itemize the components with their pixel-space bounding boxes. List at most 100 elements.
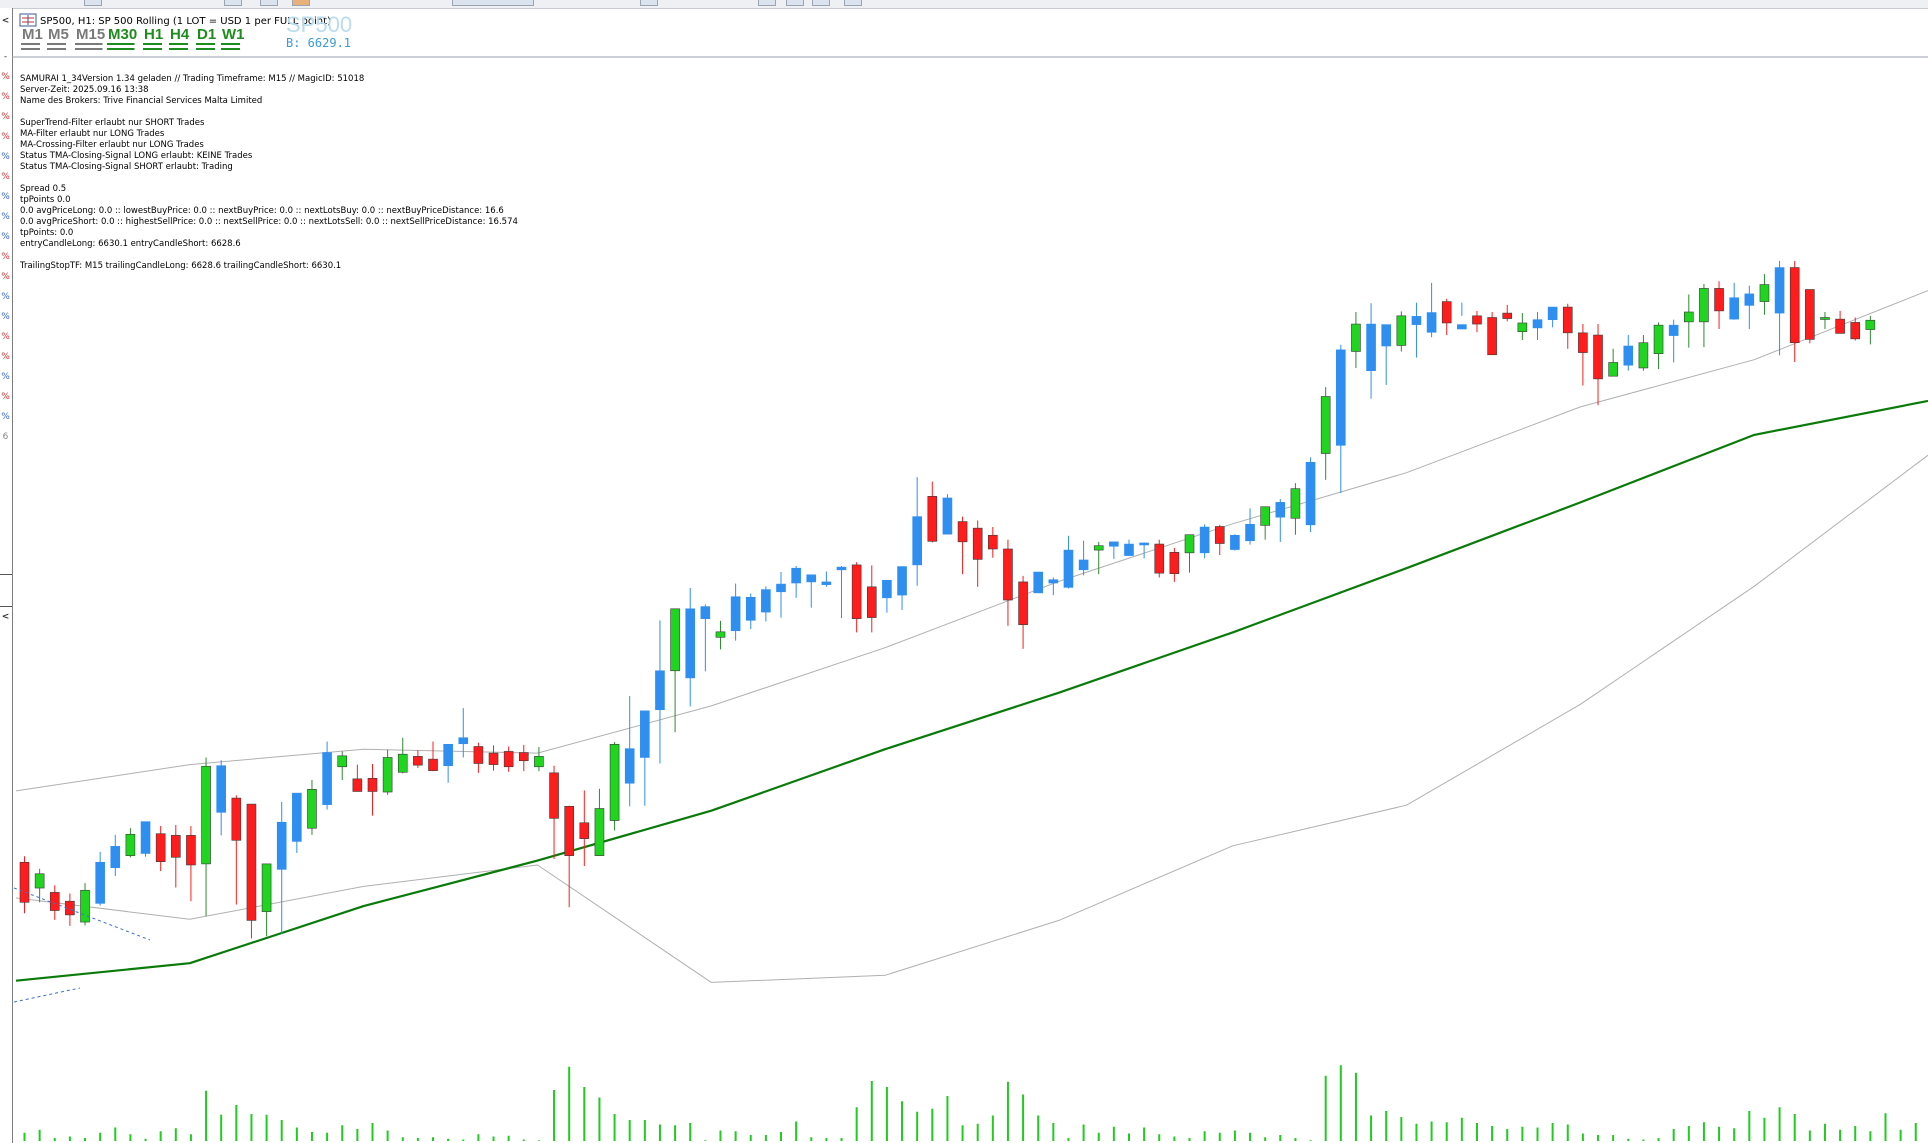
candle-body [307,788,317,829]
market-watch-cell[interactable]: % [1,192,10,202]
market-watch-cell[interactable]: % [1,292,10,302]
timeframe-button-h1[interactable]: H1 [143,26,163,50]
candle-body [1441,301,1452,324]
candle [428,741,438,772]
timeframe-button-m1[interactable]: M1 [21,26,43,50]
candle [836,566,847,619]
market-watch-cell[interactable]: % [1,92,10,102]
timeframe-button-m15[interactable]: M15 [75,26,105,50]
timeframe-button-m30[interactable]: M30 [107,26,137,50]
market-watch-cell[interactable]: 6 [2,432,9,442]
collapse-arrow-icon[interactable]: < [1,612,10,622]
trend-line[interactable] [13,887,151,941]
toolbar-button[interactable] [292,0,310,6]
candle-body [1457,324,1467,330]
candle [443,743,453,783]
market-watch-cell[interactable]: % [1,232,10,242]
candle [594,788,605,856]
candle-body [897,566,907,596]
timeframe-button-h4[interactable]: H4 [169,26,190,50]
toolbar-button[interactable] [786,0,804,6]
candle [1093,541,1104,575]
candle-body [655,670,665,711]
candle [549,765,559,859]
market-watch-cell[interactable]: % [1,412,10,422]
market-watch-cell[interactable]: % [1,112,10,122]
candle [1805,289,1815,344]
candle-body [140,821,151,854]
candle-body [397,753,408,773]
toolbar-button[interactable] [640,0,658,6]
timeframe-buttons: M1 M5 M15 M30 H1 H4 D1 W1 [21,26,245,50]
candle-body [851,564,862,619]
timeframe-button-d1[interactable]: D1 [196,26,216,50]
candle [1774,260,1785,356]
candle [1048,577,1059,596]
candle-body [1714,288,1724,312]
candle [337,751,348,780]
candle [201,757,211,917]
timeframe-underline [107,48,135,50]
candle-body [1653,324,1664,354]
market-watch-cell[interactable]: % [1,272,10,282]
candle-body [503,751,514,768]
timeframe-label: M1 [22,26,43,43]
candle [761,586,771,622]
candle-body [1320,396,1331,454]
candle-body [1623,345,1634,366]
market-watch-cell[interactable]: % [1,152,10,162]
market-watch-cell[interactable]: % [1,252,10,262]
market-watch-cell[interactable]: % [1,372,10,382]
toolbar-button[interactable] [844,0,862,6]
candle [897,566,907,610]
market-watch-cell[interactable]: % [1,312,10,322]
market-watch-cell[interactable]: - [3,52,8,62]
candle [1018,575,1028,649]
trend-line[interactable] [13,987,81,1003]
timeframe-underline [196,43,215,45]
candle-body [488,752,499,765]
candle-body [1169,551,1180,574]
market-watch-cell[interactable]: % [1,392,10,402]
candle-body [1230,534,1240,550]
market-watch-cell[interactable]: % [1,212,10,222]
candle-body [231,797,242,841]
candle [125,828,136,858]
candle-body [458,737,469,745]
toolbar-button[interactable] [84,0,102,6]
candle [473,742,484,773]
candle [65,893,75,926]
candle-body [1048,579,1059,584]
candle [49,885,60,920]
candle [1699,284,1709,348]
market-watch-cell[interactable]: % [1,352,10,362]
timeframe-button-m5[interactable]: M5 [47,26,69,50]
candle-body [594,808,605,856]
candle-body [201,765,211,865]
market-watch-cell[interactable]: % [1,332,10,342]
market-watch-cell[interactable]: % [1,132,10,142]
candle [1578,324,1588,386]
market-watch-cell[interactable]: % [1,172,10,182]
timeframe-underline [21,43,40,45]
candle [1517,313,1528,340]
candle-body [1502,312,1513,319]
candle [1411,302,1422,358]
candle-body [171,835,181,858]
candle [1366,303,1376,399]
timeframe-button-w1[interactable]: W1 [221,26,245,50]
market-watch-cell[interactable]: % [1,72,10,82]
info-line: Name des Brokers: Trive Financial Servic… [20,96,262,106]
toolbar-button[interactable] [260,0,278,6]
toolbar-button[interactable] [224,0,242,6]
candle [322,741,332,810]
collapse-arrow-icon[interactable]: < [1,16,10,26]
candle [1502,304,1513,322]
toolbar-button[interactable] [452,0,534,6]
candle [80,883,90,926]
candle [1820,311,1830,329]
candle [579,790,590,867]
toolbar-button[interactable] [758,0,776,6]
toolbar-button[interactable] [812,0,830,6]
